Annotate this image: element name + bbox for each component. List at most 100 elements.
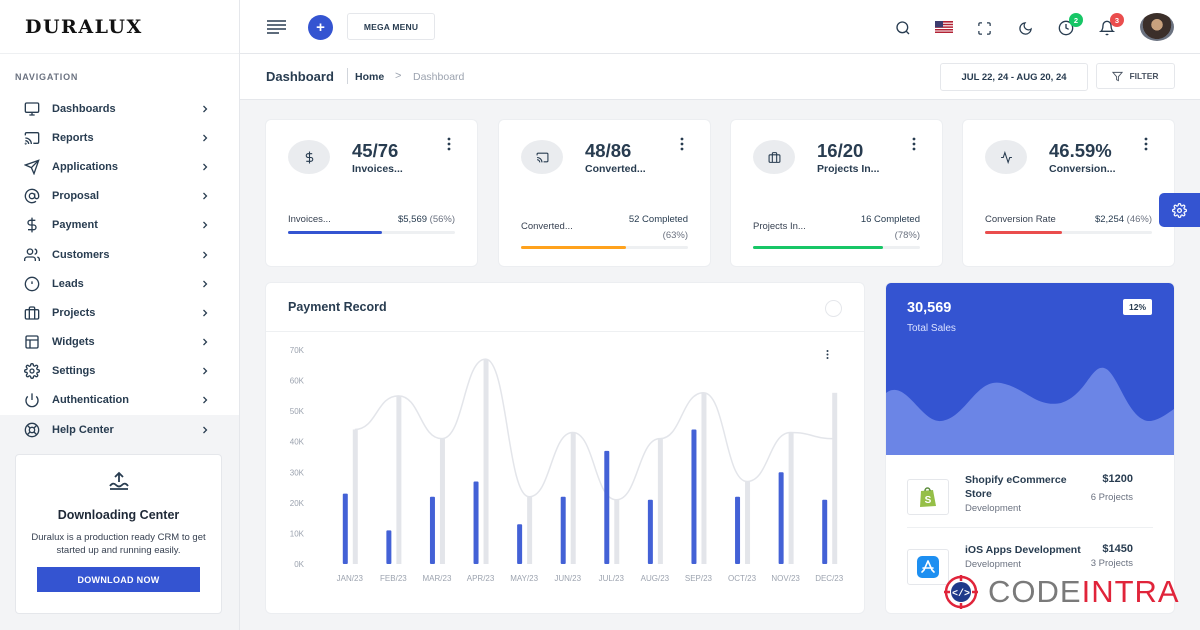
chevron-right-icon [203, 221, 208, 229]
stat-value: 16/20 [817, 140, 864, 161]
clock-icon [1058, 20, 1074, 36]
sidebar-item-customers[interactable]: Customers [0, 240, 239, 269]
sidebar-item-widgets[interactable]: Widgets [0, 328, 239, 357]
bell-icon [1099, 20, 1115, 36]
sidebar-item-proposal[interactable]: Proposal [0, 182, 239, 211]
bar-primary[interactable] [560, 496, 566, 564]
total-sales-card: 30,569 Total Sales 12% S Shopify eCommer… [886, 283, 1174, 613]
notifications-button[interactable]: 3 [1098, 13, 1124, 37]
project-item[interactable]: S Shopify eCommerce Store Development $1… [907, 471, 1153, 541]
progress-track [753, 246, 920, 249]
breadcrumb-home[interactable]: Home [355, 71, 385, 83]
sidebar-item-applications[interactable]: Applications [0, 152, 239, 181]
bar-secondary[interactable] [788, 432, 794, 564]
sidebar-item-projects[interactable]: Projects [0, 298, 239, 327]
more-vertical-icon[interactable] [447, 137, 451, 151]
search-icon[interactable] [894, 19, 912, 37]
bar-secondary[interactable] [832, 392, 838, 564]
x-tick-label: JAN/23 [337, 574, 364, 583]
sidebar-item-payment[interactable]: Payment [0, 211, 239, 240]
moon-icon[interactable] [1016, 19, 1034, 37]
page-title: Dashboard [266, 69, 334, 84]
sidebar-item-help-center[interactable]: Help Center [0, 415, 239, 445]
y-tick-label: 70K [290, 346, 305, 355]
code-logo-icon: </> [944, 574, 978, 609]
sidebar-item-label: Payment [52, 219, 98, 232]
bar-primary[interactable] [735, 496, 741, 564]
payment-record-title: Payment Record [288, 300, 387, 314]
bar-secondary[interactable] [570, 432, 576, 564]
bar-primary[interactable] [473, 481, 479, 564]
stat-card-invoices: 45/76 Invoices... Invoices... $5,569 (56… [266, 120, 477, 266]
gear-icon [24, 363, 40, 380]
add-button[interactable]: + [308, 15, 333, 40]
sidebar-item-authentication[interactable]: Authentication [0, 386, 239, 415]
download-now-button[interactable]: DOWNLOAD NOW [37, 567, 200, 592]
at-sign-icon [24, 188, 40, 204]
more-vertical-icon[interactable] [1144, 137, 1148, 151]
more-vertical-icon[interactable] [680, 137, 684, 151]
progress-track [521, 246, 688, 249]
sidebar-item-leads[interactable]: Leads [0, 269, 239, 298]
nav-caption: NAVIGATION [15, 72, 79, 82]
x-tick-label: NOV/23 [771, 574, 800, 583]
us-flag-icon[interactable] [934, 20, 953, 33]
timer-button[interactable]: 2 [1057, 13, 1083, 37]
bar-primary[interactable] [604, 450, 610, 564]
bar-primary[interactable] [822, 499, 828, 564]
y-tick-label: 60K [290, 377, 305, 386]
monitor-icon [24, 101, 40, 117]
project-item[interactable]: iOS Apps Development Development $1450 3… [907, 541, 1153, 611]
bar-secondary[interactable] [352, 429, 358, 564]
bar-secondary[interactable] [483, 359, 489, 564]
theme-customizer-button[interactable] [1159, 193, 1200, 227]
brand-logo[interactable]: DURALUX [0, 0, 239, 54]
x-tick-label: APR/23 [467, 574, 495, 583]
dollar-icon [24, 217, 40, 233]
bar-secondary[interactable] [527, 496, 533, 564]
sidebar-item-reports[interactable]: Reports [0, 123, 239, 152]
stat-label: Invoices... [288, 214, 331, 225]
filter-icon [1112, 71, 1124, 81]
x-tick-label: SEP/23 [685, 574, 713, 583]
y-tick-label: 10K [290, 529, 305, 538]
progress-track [985, 231, 1152, 234]
project-name: Shopify eCommerce Store [965, 474, 1067, 500]
chevron-right-icon [203, 397, 208, 404]
filter-button[interactable]: FILTER [1096, 63, 1175, 89]
fullscreen-icon[interactable] [975, 19, 993, 37]
bar-secondary[interactable] [745, 481, 751, 564]
mega-menu-button[interactable]: MEGA MENU [347, 13, 435, 40]
bar-secondary[interactable] [657, 438, 663, 564]
series-line [354, 358, 835, 501]
bar-secondary[interactable] [396, 395, 402, 564]
bar-primary[interactable] [429, 496, 435, 564]
users-icon [24, 247, 40, 263]
bar-primary[interactable] [342, 493, 348, 564]
progress-track [288, 231, 455, 234]
payment-record-chart: 0K 10K 20K 30K 40K 50K 60K 70K JAN/23 FEB/23 MAR/2… [290, 346, 844, 583]
more-vertical-icon[interactable] [912, 137, 916, 151]
menu-toggle-icon[interactable] [266, 18, 286, 36]
svg-text:S: S [925, 495, 932, 506]
x-tick-label: FEB/23 [380, 574, 407, 583]
total-sales-header: 30,569 Total Sales 12% [886, 283, 1174, 455]
y-tick-label: 40K [290, 438, 305, 447]
date-range-picker[interactable]: JUL 22, 24 - AUG 20, 24 [940, 63, 1088, 91]
bar-primary[interactable] [386, 530, 392, 564]
bar-primary[interactable] [647, 499, 653, 564]
bar-secondary[interactable] [614, 499, 620, 564]
bar-secondary[interactable] [439, 438, 445, 564]
y-tick-label: 50K [290, 407, 305, 416]
sidebar-item-settings[interactable]: Settings [0, 357, 239, 386]
stat-percent: (63%) [662, 230, 688, 241]
avatar[interactable] [1140, 13, 1174, 41]
chevron-right-icon [203, 280, 208, 288]
bar-secondary[interactable] [701, 392, 707, 564]
bar-primary[interactable] [517, 524, 523, 564]
sidebar-item-dashboards[interactable]: Dashboards [0, 94, 239, 123]
more-vertical-icon[interactable] [825, 300, 842, 359]
bar-primary[interactable] [778, 472, 784, 564]
downloading-center-card: Downloading Center Duralux is a producti… [15, 454, 222, 614]
bar-primary[interactable] [691, 429, 697, 564]
